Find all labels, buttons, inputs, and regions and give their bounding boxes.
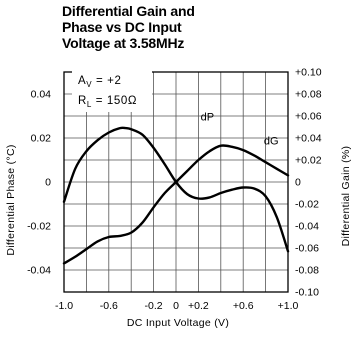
series-label-dG: dG — [264, 136, 279, 148]
annotation-rl: RL = 150Ω — [78, 95, 137, 109]
chart-title-line-1: Differential Gain and — [62, 3, 195, 19]
x-tick-label: +0.2 — [188, 300, 209, 312]
y-left-tick-label: 0.02 — [31, 133, 52, 145]
y-left-axis-ticks: 0.04 0.02 0 -0.02 -0.04 — [27, 89, 51, 277]
y-right-tick-label: +0.10 — [295, 67, 322, 79]
y-left-tick-label: -0.04 — [27, 265, 51, 277]
chart-title-line-3: Voltage at 3.58MHz — [62, 35, 185, 51]
annotation-background — [72, 68, 152, 112]
annotation-rl-subscript: L — [87, 100, 92, 109]
annotation-av-value: = +2 — [92, 75, 121, 87]
y-right-tick-label: -0.02 — [295, 199, 319, 211]
annotation-av: AV = +2 — [78, 75, 121, 89]
y-right-tick-label: +0.06 — [295, 111, 322, 123]
y-right-tick-label: 0 — [295, 177, 301, 189]
x-tick-label: -0.2 — [145, 300, 163, 312]
x-axis-ticks: -1.0 -0.6 -0.2 0 +0.2 +0.6 +1.0 — [55, 300, 299, 312]
y-right-tick-label: -0.08 — [295, 265, 319, 277]
plot-border — [63, 71, 289, 293]
y-right-tick-label: -0.10 — [295, 287, 319, 299]
y-right-axis-label: Differential Gain (%) — [340, 146, 352, 247]
x-tick-label: 0 — [173, 300, 179, 312]
x-tick-label: -1.0 — [55, 300, 73, 312]
chart-title-line-2: Phase vs DC Input — [62, 19, 182, 35]
series-label-dP: dP — [201, 111, 214, 123]
annotation-rl-value: = 150Ω — [92, 95, 137, 107]
y-left-tick-label: 0.04 — [31, 89, 52, 101]
annotation-av-symbol: A — [78, 75, 86, 87]
chart-title: Differential Gain and Phase vs DC Input … — [62, 3, 195, 51]
plot-frame — [63, 71, 289, 293]
x-axis-label: DC Input Voltage (V) — [127, 317, 229, 329]
series-layer: dP dG — [62, 111, 290, 265]
x-tick-label: +0.6 — [233, 300, 254, 312]
y-left-axis-label: Differential Phase (°C) — [5, 144, 17, 255]
series-line-dP — [62, 126, 290, 253]
annotation-rl-symbol: R — [78, 95, 87, 107]
x-tick-label: +1.0 — [278, 300, 299, 312]
series-line-dG — [62, 144, 290, 265]
y-right-tick-label: -0.06 — [295, 243, 319, 255]
y-right-tick-label: -0.04 — [295, 221, 319, 233]
y-left-tick-label: -0.02 — [27, 221, 51, 233]
y-right-tick-label: +0.02 — [295, 155, 322, 167]
y-right-tick-label: +0.08 — [295, 89, 322, 101]
y-right-tick-label: +0.04 — [295, 133, 322, 145]
y-left-tick-label: 0 — [45, 177, 51, 189]
annotation-av-subscript: V — [86, 80, 92, 89]
y-right-axis-ticks: +0.10 +0.08 +0.06 +0.04 +0.02 0 -0.02 -0.04 -0.0… — [295, 67, 322, 299]
x-tick-label: -0.6 — [100, 300, 118, 312]
annotation-box: AV = +2 RL = 150Ω — [72, 68, 152, 112]
